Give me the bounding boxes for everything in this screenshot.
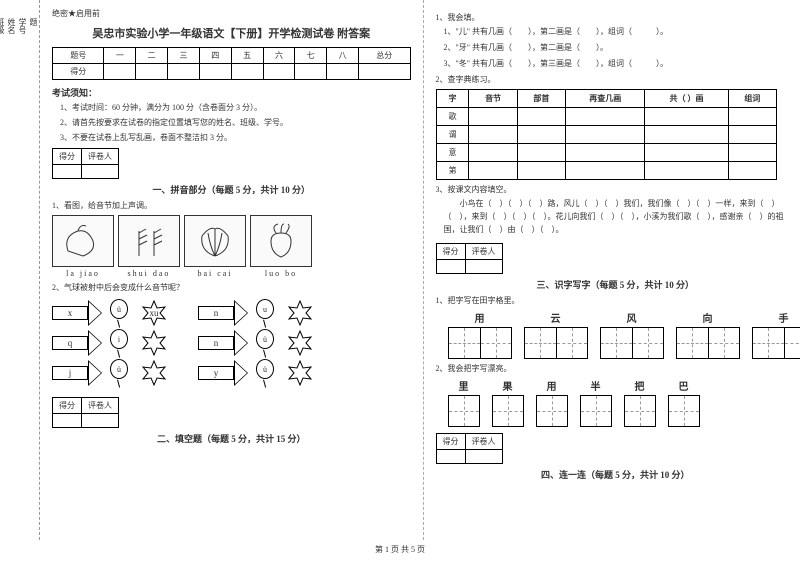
- section-4-title: 四、连一连（每题 5 分，共计 10 分）: [436, 468, 796, 481]
- tian-grid[interactable]: [448, 327, 480, 359]
- fill-item: 3、"冬" 共有几画（ ），第三画是（ ），组词（ ）。: [444, 58, 796, 71]
- section-1-title: 一、拼音部分（每题 5 分，共计 10 分）: [52, 183, 411, 196]
- r-question-4: 1、把字写在田字格里。: [436, 295, 796, 306]
- th: 六: [263, 48, 295, 64]
- notice-heading: 考试须知：: [52, 86, 411, 99]
- side-label: 学号: [17, 18, 28, 522]
- fill-item: 1、"儿" 共有几画（ ），第二画是（ ），组词（ ）。: [444, 26, 796, 39]
- balloon-icon: u: [256, 299, 278, 327]
- arrow-icon: n: [198, 330, 248, 356]
- tian-grid[interactable]: [480, 327, 512, 359]
- notice-item: 3、不要在试卷上乱写乱画，卷面不整洁扣 3 分。: [60, 132, 411, 144]
- td: 得分: [53, 64, 104, 80]
- r-question-3: 3、按课文内容填空。: [436, 184, 796, 195]
- notice-item: 2、请首先按要求在试卷的指定位置填写您的姓名、班级、学号。: [60, 117, 411, 129]
- star-icon: [140, 359, 168, 387]
- exam-title: 吴忠市实验小学一年级语文【下册】开学检测试卷 附答案: [52, 25, 411, 41]
- tian-grid[interactable]: [524, 327, 556, 359]
- r-question-1: 1、我会填。: [436, 12, 796, 23]
- tian-grid[interactable]: [632, 327, 664, 359]
- arrow-icon: j: [52, 360, 102, 386]
- balloon-right: nu nü yü: [198, 299, 314, 387]
- pepper-icon: [52, 215, 114, 267]
- side-label: 姓名: [6, 18, 17, 522]
- th: 三: [168, 48, 200, 64]
- score-table: 题号 一 二 三 四 五 六 七 八 总分 得分: [52, 47, 411, 80]
- th: 题号: [53, 48, 104, 64]
- side-label: 题: [28, 18, 39, 522]
- section-2-title: 二、填空题（每题 5 分，共计 15 分）: [52, 432, 411, 445]
- balloon-icon: ü: [256, 359, 278, 387]
- score-box: 得分评卷人: [52, 148, 119, 179]
- tian-grid[interactable]: [556, 327, 588, 359]
- th: 二: [136, 48, 168, 64]
- question-1: 1、看图，给音节加上声调。: [52, 200, 411, 211]
- balloon-icon: ü: [110, 299, 132, 327]
- th: 一: [104, 48, 136, 64]
- tian-grid[interactable]: [624, 395, 656, 427]
- left-column: 绝密★启用前 吴忠市实验小学一年级语文【下册】开学检测试卷 附答案 题号 一 二…: [40, 0, 424, 540]
- radish-icon: [250, 215, 312, 267]
- tian-row-1: 用 云 风 向 手 马: [448, 310, 796, 359]
- notice-item: 1、考试时间：60 分钟，满分为 100 分（含卷面分 3 分）。: [60, 102, 411, 114]
- section-3-title: 三、识字写字（每题 5 分，共计 10 分）: [436, 278, 796, 291]
- cabbage-icon: [184, 215, 246, 267]
- th: 四: [199, 48, 231, 64]
- score-box: 得分评卷人: [436, 243, 503, 274]
- tian-grid[interactable]: [708, 327, 740, 359]
- arrow-icon: q: [52, 330, 102, 356]
- confidential-label: 绝密★启用前: [52, 8, 411, 19]
- tian-grid[interactable]: [600, 327, 632, 359]
- arrow-icon: x: [52, 300, 102, 326]
- tian-grid[interactable]: [448, 395, 480, 427]
- page-footer: 第 1 页 共 5 页: [0, 544, 800, 555]
- tian-grid[interactable]: [580, 395, 612, 427]
- arrow-icon: n: [198, 300, 248, 326]
- balloon-icon: ü: [110, 359, 132, 387]
- tian-grid[interactable]: [676, 327, 708, 359]
- passage-fill: 小鸟在（ ）（ ）（ ）路，风儿（ ）（ ）我们，我们像（ ）（ ）一样，来到（…: [444, 198, 796, 236]
- side-label: 班级: [0, 18, 6, 522]
- tian-grid[interactable]: [752, 327, 784, 359]
- star-icon: [286, 299, 314, 327]
- right-column: 1、我会填。 1、"儿" 共有几画（ ），第二画是（ ），组词（ ）。 2、"牙…: [424, 0, 800, 540]
- balloon-icon: ü: [256, 329, 278, 357]
- tian-row-2: 里 果 用 半 把 巴: [448, 378, 796, 427]
- arrow-icon: y: [198, 360, 248, 386]
- binding-margin: 题 学号 姓名 班级 内 学校 线 封 乡镇(街道): [0, 0, 40, 540]
- star-icon: xu: [140, 299, 168, 327]
- score-box: 得分评卷人: [436, 433, 503, 464]
- rice-icon: [118, 215, 180, 267]
- tian-grid[interactable]: [536, 395, 568, 427]
- fill-item: 2、"牙" 共有几画（ ），第二画是（ ）。: [444, 42, 796, 55]
- th: 七: [295, 48, 327, 64]
- picture-row: la jiao shui dao bai cai luo bo: [52, 215, 411, 278]
- star-icon: [286, 359, 314, 387]
- th: 八: [327, 48, 359, 64]
- score-box: 得分评卷人: [52, 397, 119, 428]
- th: 五: [231, 48, 263, 64]
- r-question-2: 2、查字典练习。: [436, 74, 796, 85]
- balloon-left: xüxu qi jü: [52, 299, 168, 387]
- dictionary-table: 字 音节 部首 再查几画 共（ ）画 组词 歌 谓 意 第: [436, 89, 778, 180]
- tian-grid[interactable]: [492, 395, 524, 427]
- star-icon: [140, 329, 168, 357]
- star-icon: [286, 329, 314, 357]
- balloon-icon: i: [110, 329, 132, 357]
- tian-grid[interactable]: [784, 327, 800, 359]
- th: 总分: [359, 48, 410, 64]
- question-2: 2、气球被射中后会变成什么音节呢？: [52, 282, 411, 293]
- tian-grid[interactable]: [668, 395, 700, 427]
- r-question-5: 2、我会把字写漂亮。: [436, 363, 796, 374]
